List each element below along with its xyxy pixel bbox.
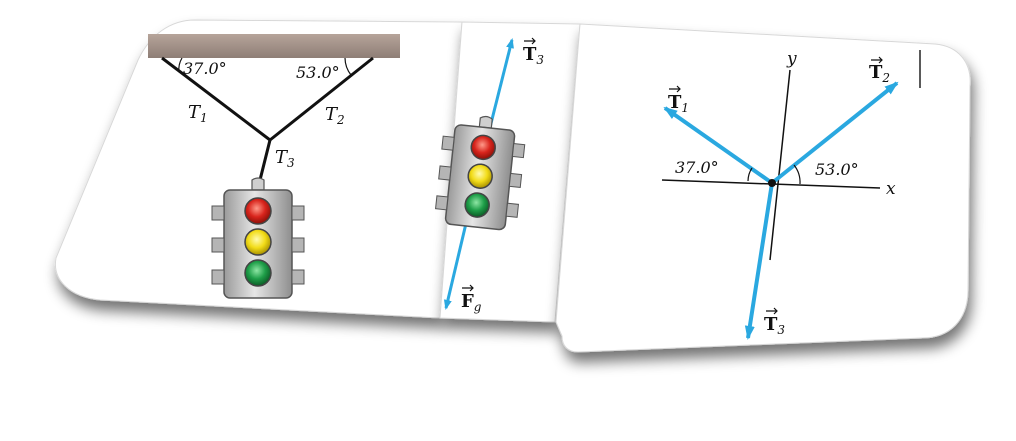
vector-label-t2: T2	[869, 56, 890, 85]
tension-label-t1: T1	[188, 102, 208, 125]
x-axis-label: x	[886, 179, 896, 199]
traffic-light-a	[211, 177, 305, 299]
svg-text:T2: T2	[869, 62, 890, 85]
vector-label-t1: T1	[668, 85, 689, 115]
yellow-light	[467, 163, 493, 189]
vector-label-fg: Fg	[461, 284, 482, 314]
svg-text:T1: T1	[668, 92, 689, 115]
angle-label-t2: 53.0°	[815, 160, 859, 179]
y-axis-label: y	[786, 49, 797, 69]
vector-t2-arrow	[770, 81, 899, 185]
panel-free-body-light: T3 Fg	[435, 21, 581, 323]
angle-label-right: 53.0°	[296, 63, 340, 82]
cable-t2	[269, 56, 374, 142]
angle-arc-left	[178, 57, 183, 73]
origin-point	[768, 179, 776, 187]
panel-a-card	[54, 19, 463, 319]
yellow-light	[244, 228, 272, 256]
angle-arc-t1	[747, 167, 753, 182]
panel-c-card	[555, 23, 971, 353]
vector-label-t3-c: T3	[764, 307, 785, 337]
tension-label-t2: T2	[325, 104, 345, 127]
y-axis	[769, 69, 791, 261]
arrow-fg-down	[443, 214, 470, 310]
tension-label-t3: T3	[275, 147, 295, 170]
angle-arc-right	[344, 57, 352, 76]
red-light	[470, 134, 496, 161]
panel-traffic-light-hanging: 37.0° 53.0° T1 T2 T3	[54, 19, 463, 319]
angle-label-t1: 37.0°	[675, 158, 719, 177]
traffic-light-b	[435, 115, 526, 231]
cable-t1	[161, 56, 271, 142]
vector-t3-arrow	[744, 182, 774, 340]
ceiling	[148, 34, 400, 58]
panel-vector-components: x y 37.0° 53.0° T1 T2 T3	[555, 23, 971, 353]
angle-arc-t2	[793, 164, 801, 185]
vector-t1-arrow	[663, 106, 774, 185]
green-light	[244, 259, 272, 287]
svg-text:T3: T3	[764, 314, 785, 337]
green-light	[464, 192, 490, 218]
angle-label-left: 37.0°	[183, 59, 227, 78]
vector-label-t3-b: T3	[523, 37, 544, 67]
svg-text:Fg: Fg	[461, 291, 482, 314]
svg-text:T3: T3	[523, 44, 544, 67]
red-light	[244, 197, 272, 225]
